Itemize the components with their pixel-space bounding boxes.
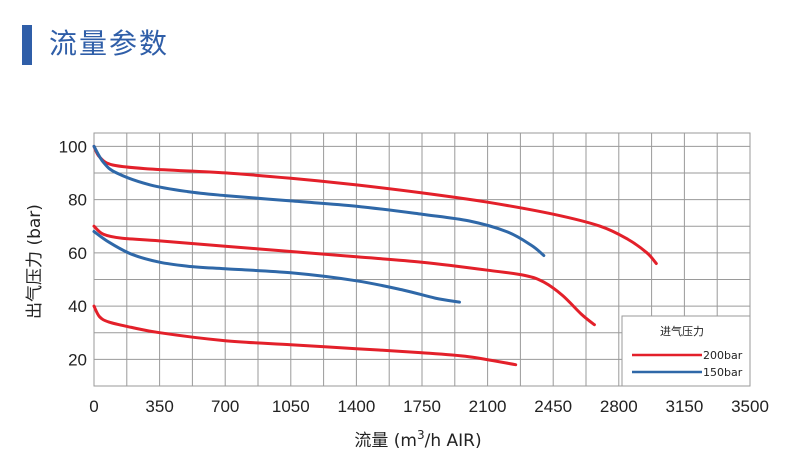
x-tick-label: 1050	[272, 397, 310, 416]
series-line-200bar-1	[92, 144, 658, 265]
plot-frame	[93, 132, 751, 387]
x-tick-label: 2100	[469, 397, 507, 416]
series-line-150bar-4	[92, 144, 546, 257]
x-tick-label: 350	[145, 397, 173, 416]
y-tick-label: 40	[68, 297, 87, 316]
x-tick-label: 2800	[600, 397, 638, 416]
page-title: 流量参数	[49, 27, 170, 60]
legend-label-200bar: 200bar	[703, 349, 743, 362]
y-tick-label: 20	[68, 350, 87, 369]
title-accent-bar	[22, 25, 32, 65]
series-line-200bar-3	[92, 304, 518, 367]
y-tick-label: 100	[59, 137, 87, 156]
x-tick-label: 2450	[534, 397, 572, 416]
x-tick-label: 1750	[403, 397, 441, 416]
series-line-150bar-5	[92, 230, 461, 304]
y-tick-label: 80	[68, 191, 87, 210]
y-axis-label: 出气压力 (bar)	[25, 204, 45, 319]
x-axis-label: 流量 (m3/h AIR)	[354, 428, 481, 451]
x-tick-label: 1400	[337, 397, 375, 416]
x-tick-label: 3500	[731, 397, 769, 416]
legend-title: 进气压力	[660, 324, 704, 338]
x-tick-label: 700	[211, 397, 239, 416]
legend-label-150bar: 150bar	[703, 366, 743, 379]
x-tick-label: 0	[89, 397, 98, 416]
series-line-200bar-2	[92, 224, 596, 327]
legend-box	[621, 315, 751, 387]
y-tick-label: 60	[68, 244, 87, 263]
x-tick-label: 3150	[665, 397, 703, 416]
